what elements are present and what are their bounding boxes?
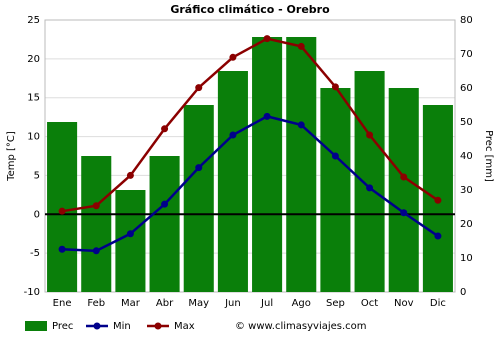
x-tick-label: Ene xyxy=(53,298,72,309)
x-tick-label: Sep xyxy=(326,298,345,309)
x-tick-label: Jul xyxy=(260,298,273,309)
y-tick-label: 10 xyxy=(27,132,40,143)
y2-tick-label: 70 xyxy=(460,49,473,60)
marker xyxy=(434,232,442,240)
y-tick-label: 20 xyxy=(27,54,40,65)
marker xyxy=(195,84,203,92)
marker xyxy=(263,112,271,120)
line xyxy=(62,115,439,253)
marker xyxy=(161,125,169,133)
legend-label: Max xyxy=(174,321,195,332)
marker xyxy=(58,207,66,215)
bar xyxy=(217,71,248,292)
y-axis-label: Temp [°C] xyxy=(6,131,17,182)
y-tick-label: 25 xyxy=(27,15,40,26)
marker xyxy=(366,131,374,139)
legend-marker xyxy=(154,322,162,330)
bar xyxy=(354,71,385,292)
bar xyxy=(47,122,78,292)
bar xyxy=(149,156,180,292)
marker xyxy=(195,164,203,172)
marker xyxy=(297,42,305,50)
y-tick-label: 5 xyxy=(34,170,40,181)
marker xyxy=(161,200,169,208)
y2-tick-label: 50 xyxy=(460,117,473,128)
marker xyxy=(400,209,408,217)
plot-frame xyxy=(44,19,456,293)
bar xyxy=(286,37,317,292)
marker xyxy=(297,121,305,129)
bar xyxy=(183,105,214,292)
x-tick-label: Mar xyxy=(121,298,141,309)
bar xyxy=(388,88,419,292)
y2-tick-label: 10 xyxy=(460,253,473,264)
x-tick-label: Nov xyxy=(394,298,414,309)
bar xyxy=(320,88,351,292)
marker xyxy=(400,173,408,181)
y-tick-label: -10 xyxy=(24,287,40,298)
marker xyxy=(126,171,134,179)
line xyxy=(61,37,439,213)
y-tick-label: 0 xyxy=(34,209,40,220)
bar xyxy=(115,190,146,292)
marker xyxy=(126,230,134,238)
x-tick-label: Dic xyxy=(430,298,446,309)
legend-label: Min xyxy=(113,321,131,332)
marker xyxy=(229,131,237,139)
y2-axis-label: Prec [mm] xyxy=(483,130,494,182)
legend-marker xyxy=(93,322,101,330)
marker xyxy=(331,152,339,160)
y2-tick-label: 20 xyxy=(460,219,473,230)
marker xyxy=(366,184,374,192)
marker xyxy=(92,247,100,255)
bar xyxy=(252,37,283,292)
y2-tick-label: 80 xyxy=(460,15,473,26)
marker xyxy=(58,245,66,253)
legend-swatch xyxy=(25,321,47,331)
x-tick-label: Feb xyxy=(87,298,105,309)
x-tick-label: Jun xyxy=(224,298,241,309)
credit: © www.climasyviajes.com xyxy=(235,321,367,332)
marker xyxy=(229,53,237,61)
x-tick-label: May xyxy=(188,298,209,309)
x-tick-label: Ago xyxy=(292,298,311,309)
y2-tick-label: 60 xyxy=(460,83,473,94)
marker xyxy=(92,202,100,210)
y-tick-label: -5 xyxy=(30,248,40,259)
marker xyxy=(331,83,339,91)
y2-tick-label: 30 xyxy=(460,185,473,196)
chart-title: Gráfico climático - Orebro xyxy=(170,3,330,16)
x-tick-label: Abr xyxy=(156,298,174,309)
legend-label: Prec xyxy=(52,321,73,332)
marker xyxy=(434,196,442,204)
x-tick-label: Oct xyxy=(361,298,378,309)
bar xyxy=(81,156,112,292)
y-tick-label: 15 xyxy=(27,93,40,104)
y2-tick-label: 40 xyxy=(460,151,473,162)
y2-tick-label: 0 xyxy=(460,287,466,298)
marker xyxy=(263,35,271,43)
